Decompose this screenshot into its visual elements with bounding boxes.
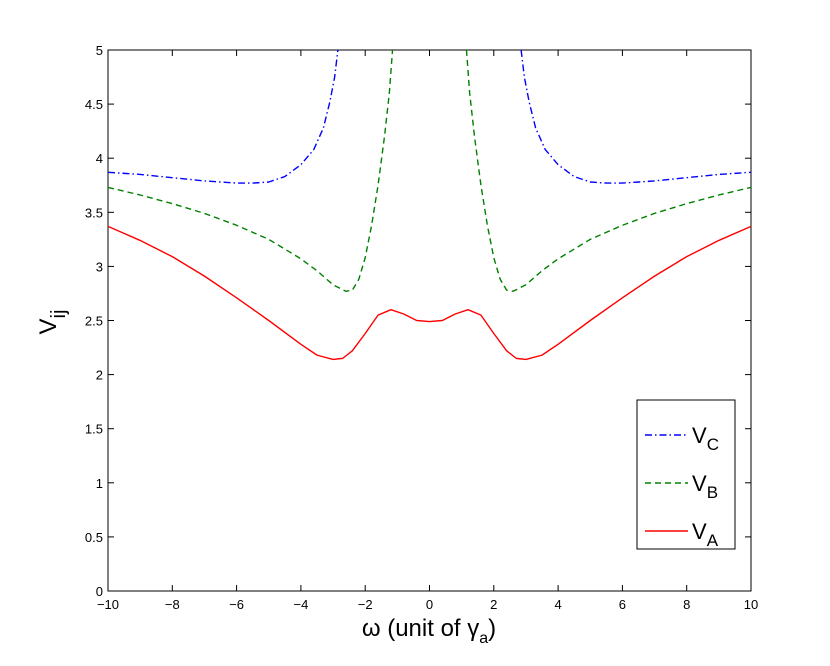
x-tick-labels: −10 −8 −6 −4 −2 0 2 4 6 8 10: [97, 597, 758, 612]
x-tick-label: 6: [619, 597, 626, 612]
x-tick-label: −2: [358, 597, 373, 612]
series-vb: [107, 49, 752, 292]
x-tick-label: 10: [744, 597, 758, 612]
axis-ticks: [107, 49, 752, 592]
y-tick-label: 5: [96, 43, 103, 58]
x-tick-label: −6: [229, 597, 244, 612]
series-vc: [107, 49, 752, 184]
y-tick-label: 0: [96, 584, 103, 599]
series-line: [520, 49, 752, 184]
legend-label: VB: [692, 471, 718, 502]
series-line: [107, 49, 339, 184]
x-tick-label: 0: [426, 597, 433, 612]
y-tick-label: 0.5: [85, 530, 103, 545]
y-tick-labels: 0 0.5 1 1.5 2 2.5 3 3.5 4 4.5 5: [85, 43, 103, 599]
x-tick-label: −4: [293, 597, 308, 612]
y-tick-label: 1.5: [85, 422, 103, 437]
x-tick-label: −8: [165, 597, 180, 612]
x-axis-label: ω (unit of γa): [362, 615, 496, 647]
legend-box: [636, 399, 736, 550]
x-tick-label: 2: [490, 597, 497, 612]
legend-label: VC: [692, 423, 719, 454]
series-line: [107, 49, 394, 292]
legend: VC VB VA: [636, 399, 736, 550]
y-tick-label: 3.5: [85, 205, 103, 220]
x-tick-label: 4: [554, 597, 561, 612]
y-tick-label: 2.5: [85, 314, 103, 329]
series-line: [107, 225, 752, 361]
y-tick-label: 4: [96, 151, 103, 166]
y-axis-label: Vij: [35, 310, 70, 335]
series-layer: [107, 49, 752, 361]
y-tick-label: 2: [96, 368, 103, 383]
x-tick-label: −10: [97, 597, 119, 612]
x-tick-label: 8: [683, 597, 690, 612]
legend-label: VA: [692, 519, 719, 550]
series-va: [107, 225, 752, 361]
y-tick-label: 4.5: [85, 97, 103, 112]
y-tick-label: 1: [96, 476, 103, 491]
y-tick-label: 3: [96, 259, 103, 274]
